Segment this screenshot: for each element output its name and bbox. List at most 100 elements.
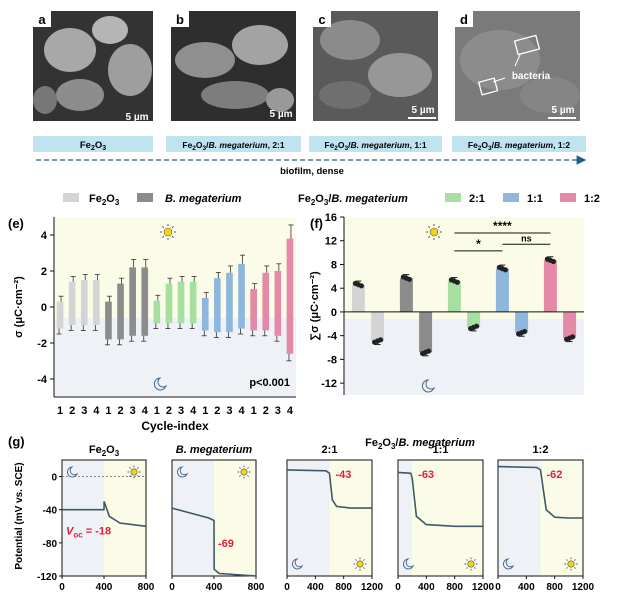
e-bar-up: [214, 278, 221, 307]
f-data-point: [403, 275, 409, 281]
f-data-point: [355, 282, 361, 288]
e-bar-up: [117, 283, 124, 307]
sem-panel-b: b 5 µm Fe2O3/B. megaterium, 2:1: [166, 11, 301, 152]
g-delta-label: Voc = -18: [66, 526, 111, 540]
e-x-tick-label: 2: [166, 405, 172, 417]
legend-bmeg: B. megaterium: [165, 193, 242, 205]
particle: [175, 42, 235, 78]
light-phase-bg: [104, 460, 146, 576]
e-bar-up: [56, 301, 64, 307]
g-subpanel-title: Fe2O3: [89, 444, 120, 458]
e-bar-down: [68, 307, 76, 325]
dark-phase-bg: [498, 460, 541, 576]
g-subpanel-title: 2:1: [322, 444, 338, 456]
scale-label: 5 µm: [126, 112, 149, 123]
sem-panel-c: c 5 µm Fe2O3/B. megaterium, 1:1: [309, 11, 442, 152]
particle: [319, 81, 371, 109]
g-x-tick-label: 800: [248, 582, 265, 593]
e-y-tick-label: -4: [37, 374, 48, 386]
e-bar-up: [141, 267, 149, 307]
caption-box: [452, 136, 586, 152]
legend-swatch-21: [445, 193, 461, 202]
e-bar-up: [189, 281, 197, 307]
legend-swatch-11: [503, 193, 519, 202]
e-bar-up: [250, 289, 257, 307]
e-x-tick-label: 3: [178, 405, 184, 417]
f-bar-down: [371, 311, 385, 342]
light-phase-bg: [412, 460, 483, 576]
e-xlabel: Cycle-index: [141, 419, 209, 433]
light-phase-bg: [329, 460, 372, 576]
g-panels: Fe2O3 0 400 800 -120 -80 -40 0 Voc = -18 B. megat…: [37, 444, 595, 593]
f-bar-down: [419, 311, 433, 353]
g-delta-label: -63: [418, 469, 434, 481]
legend-12: 1:2: [584, 193, 600, 205]
e-x-tick-label: 3: [226, 405, 232, 417]
particle: [320, 20, 380, 60]
e-bar-down: [80, 307, 88, 325]
g-x-tick-label: 800: [546, 582, 563, 593]
g-x-tick-label: 0: [169, 582, 175, 593]
f-data-point: [547, 257, 554, 263]
f-bar-up: [447, 281, 461, 312]
legend-swatch-12: [560, 193, 576, 202]
particle: [266, 88, 294, 112]
e-x-tick-label: 2: [69, 405, 75, 417]
sun-icon: [160, 224, 176, 240]
g-subpanel: 1:1 0 400 800 1200 -63: [395, 444, 494, 593]
particle: [33, 86, 57, 114]
e-bar-up: [80, 280, 88, 307]
g-potential-curve: [171, 507, 257, 577]
sem-panel-a: a 5 µm Fe2O3: [33, 11, 153, 152]
panel-letter-c: c: [318, 12, 325, 27]
e-bar-down: [177, 307, 185, 324]
e-bar-down: [286, 307, 294, 354]
g-x-tick-label: 1200: [361, 582, 384, 593]
f-sig-label: ns: [521, 233, 532, 243]
panel-letter-d: d: [460, 12, 468, 27]
e-pvalue: p<0.001: [249, 377, 290, 389]
legend-swatch-bmeg: [137, 193, 153, 202]
f-y-ticks: -12 -8 -4 0 4 8 12 16: [321, 212, 344, 390]
f-ylabel: ∑σ (μC·cm⁻²): [309, 271, 321, 341]
g-subpanel-title: B. megaterium: [176, 444, 253, 456]
legend-combo: Fe2O3/B. megaterium: [298, 193, 408, 207]
g-x-tick-label: 800: [138, 582, 155, 593]
moon-icon: [176, 466, 189, 478]
sun-icon: [353, 557, 367, 571]
e-bar-up: [226, 272, 233, 307]
g-potential-curve: [497, 465, 583, 519]
f-bar-up: [543, 260, 557, 312]
g-x-tick-label: 0: [495, 582, 501, 593]
e-bar-down: [214, 307, 221, 333]
g-subpanel: B. megaterium 0 400 800 -69: [169, 444, 265, 593]
caption-box: [309, 136, 442, 152]
scale-label: 5 µm: [552, 105, 575, 116]
g-y-tick-label: -40: [43, 506, 58, 517]
g-subpanel-title: 1:1: [433, 444, 449, 456]
panel-letter-box: [313, 11, 331, 27]
g-x-tick-label: 400: [518, 582, 535, 593]
e-bar-down: [274, 307, 282, 336]
e-bar-down: [165, 307, 173, 324]
f-bar-down: [563, 311, 577, 339]
dark-phase-bg: [398, 460, 413, 576]
e-x-tick-label: 2: [117, 405, 123, 417]
e-bar-up: [238, 263, 245, 307]
e-bar-down: [153, 307, 161, 324]
f-y-tick-label: -4: [327, 331, 338, 343]
panel-letter-box: [455, 11, 473, 27]
e-bar-up: [274, 271, 282, 307]
f-sig-label: ****: [493, 219, 512, 233]
panel-letter-box: [171, 11, 189, 27]
particle: [56, 79, 104, 111]
f-data-point: [471, 324, 477, 330]
e-bar-down: [129, 307, 136, 336]
scale-bar: [408, 117, 436, 119]
sem-panel-d: bacteria d 5 µm Fe2O3/B. megaterium, 1:2: [452, 11, 586, 152]
sun-icon: [127, 465, 141, 479]
e-y-tick-label: 0: [41, 302, 47, 314]
g-subpanel: Fe2O3 0 400 800 -120 -80 -40 0 Voc = -18: [37, 444, 155, 593]
sun-icon: [564, 557, 578, 571]
caption-d: Fe2O3/B. megaterium, 1:2: [468, 140, 570, 152]
